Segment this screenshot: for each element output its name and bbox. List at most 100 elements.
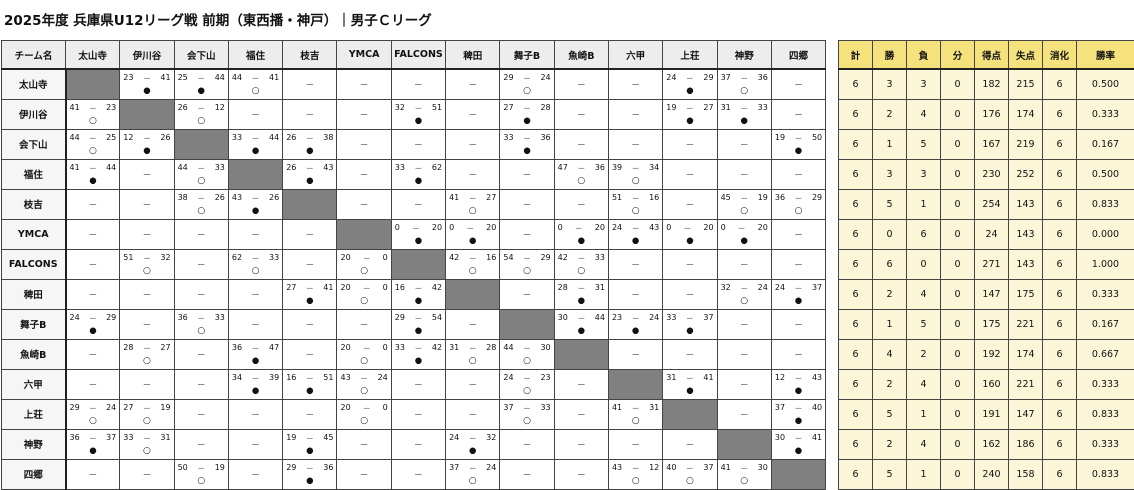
- no-game-dash: －: [576, 81, 586, 91]
- no-game-cell: －: [336, 128, 392, 160]
- self-match-cell: [716, 428, 772, 460]
- points-for: 41: [611, 402, 623, 412]
- points-for: 44: [177, 162, 188, 172]
- no-game-dash: －: [251, 470, 261, 481]
- stat-games: 6: [838, 68, 873, 100]
- game-result-cell: 44 － 25 ○: [64, 128, 121, 160]
- standings-row: 6 5 1 0 254 143 6 0.833: [838, 188, 1134, 220]
- stat-draws: 0: [940, 338, 975, 370]
- stat-win-rate: 0.333: [1076, 368, 1134, 400]
- game-result-cell: 16 － 42 ●: [390, 278, 447, 310]
- points-for: 37: [720, 73, 731, 82]
- game-score: 27 － 41: [286, 283, 333, 294]
- game-result-cell: 0 － 20 ●: [716, 218, 772, 250]
- game-result-cell: 33 － 44 ●: [227, 128, 284, 160]
- self-match-cell: [662, 398, 718, 430]
- score-dash: －: [523, 253, 532, 263]
- score-dash: －: [631, 313, 640, 323]
- game-result-cell: 37 － 33 ○: [499, 398, 555, 430]
- stat-losses: 3: [906, 158, 941, 190]
- score-dash: －: [794, 283, 803, 293]
- game-result-cell: 12 － 43 ●: [770, 368, 827, 400]
- no-game-dash: －: [359, 140, 369, 151]
- column-header-team: 上荘: [662, 40, 718, 70]
- no-game-cell: －: [390, 188, 447, 220]
- points-against: 25: [106, 132, 117, 142]
- stat-losses: 4: [906, 278, 941, 310]
- score-dash: －: [197, 74, 206, 83]
- score-dash: －: [305, 463, 314, 473]
- game-result-cell: 47 － 36 ○: [553, 158, 609, 190]
- stat-draws: 0: [940, 368, 975, 400]
- score-dash: －: [794, 373, 803, 383]
- no-game-dash: －: [576, 110, 586, 121]
- matrix-row: 稗田 － － － － 27 － 41 ● 20 － 0 ○ 16 － 42 ● － 28 － 31 ● － － 32 － 24 ○ 24…: [1, 278, 827, 310]
- points-against: 20: [594, 222, 605, 232]
- standings-column-header: 負: [906, 40, 941, 70]
- points-for: 0: [449, 222, 455, 232]
- points-for: 24: [449, 432, 460, 442]
- points-for: 42: [557, 252, 568, 262]
- no-game-cell: －: [282, 308, 338, 340]
- no-game-dash: －: [739, 380, 749, 391]
- points-against: 41: [703, 372, 714, 382]
- no-game-dash: －: [196, 350, 206, 361]
- no-game-cell: －: [445, 128, 501, 160]
- stat-points-for: 182: [974, 68, 1009, 100]
- win-mark-icon: ●: [89, 175, 97, 186]
- win-mark-icon: ●: [686, 385, 694, 396]
- points-against: 23: [106, 102, 117, 112]
- score-dash: －: [737, 223, 746, 233]
- stat-points-for: 24: [974, 218, 1009, 250]
- no-game-cell: －: [662, 428, 718, 460]
- matrix-row: 会下山 44 － 25 ○ 12 － 26 ● 33 － 44 ● 26 － 38 ● －－－ 33 － 36 ● －－－－…: [1, 128, 827, 160]
- points-for: 23: [611, 312, 623, 322]
- game-result-cell: 28 － 31 ●: [553, 278, 609, 310]
- points-for: 31: [720, 102, 731, 112]
- stat-points-for: 176: [974, 98, 1009, 130]
- game-score: 28 － 27: [123, 343, 170, 354]
- score-dash: －: [523, 74, 532, 83]
- standings-row: 6 5 1 0 191 147 6 0.833: [838, 398, 1134, 430]
- stat-points-against: 143: [1008, 218, 1043, 250]
- stat-played: 6: [1042, 278, 1077, 310]
- no-game-dash: －: [631, 290, 641, 301]
- points-against: 37: [703, 312, 714, 322]
- game-result-cell: 12 － 26 ●: [119, 128, 175, 160]
- stat-points-against: 147: [1008, 398, 1043, 430]
- game-score: 37 － 24: [449, 463, 496, 474]
- no-game-cell: －: [282, 68, 338, 100]
- win-mark-icon: ●: [631, 235, 640, 246]
- game-result-cell: 44 － 33 ○: [173, 158, 229, 190]
- score-dash: －: [414, 103, 423, 113]
- game-score: 54 － 29: [503, 253, 550, 264]
- game-result-cell: 37 － 36 ○: [716, 68, 772, 100]
- game-result-cell: 26 － 38 ●: [282, 128, 338, 160]
- score-dash: －: [251, 343, 260, 353]
- no-game-dash: －: [685, 200, 695, 211]
- game-result-cell: 32 － 24 ○: [716, 278, 772, 310]
- stat-wins: 3: [872, 68, 907, 100]
- no-game-cell: －: [390, 68, 447, 100]
- points-against: 20: [431, 222, 443, 232]
- score-dash: －: [794, 193, 803, 203]
- no-game-dash: －: [359, 320, 369, 331]
- game-result-cell: 29 － 24 ○: [499, 68, 555, 100]
- row-header-team: 上荘: [1, 398, 67, 430]
- no-game-cell: －: [499, 158, 555, 190]
- score-dash: －: [88, 403, 97, 413]
- no-game-dash: －: [413, 470, 423, 481]
- stat-points-against: 174: [1008, 338, 1043, 370]
- no-game-dash: －: [739, 140, 749, 151]
- no-game-cell: －: [173, 428, 229, 460]
- points-for: 29: [286, 462, 297, 472]
- no-game-dash: －: [522, 230, 532, 241]
- game-score: 12 － 26: [123, 133, 170, 144]
- points-for: 36: [177, 312, 188, 322]
- loss-mark-icon: ○: [143, 415, 151, 426]
- points-for: 26: [177, 102, 188, 112]
- no-game-cell: －: [770, 158, 827, 190]
- game-result-cell: 24 － 29 ●: [662, 68, 718, 100]
- no-game-cell: －: [173, 338, 229, 370]
- points-against: 20: [486, 222, 497, 232]
